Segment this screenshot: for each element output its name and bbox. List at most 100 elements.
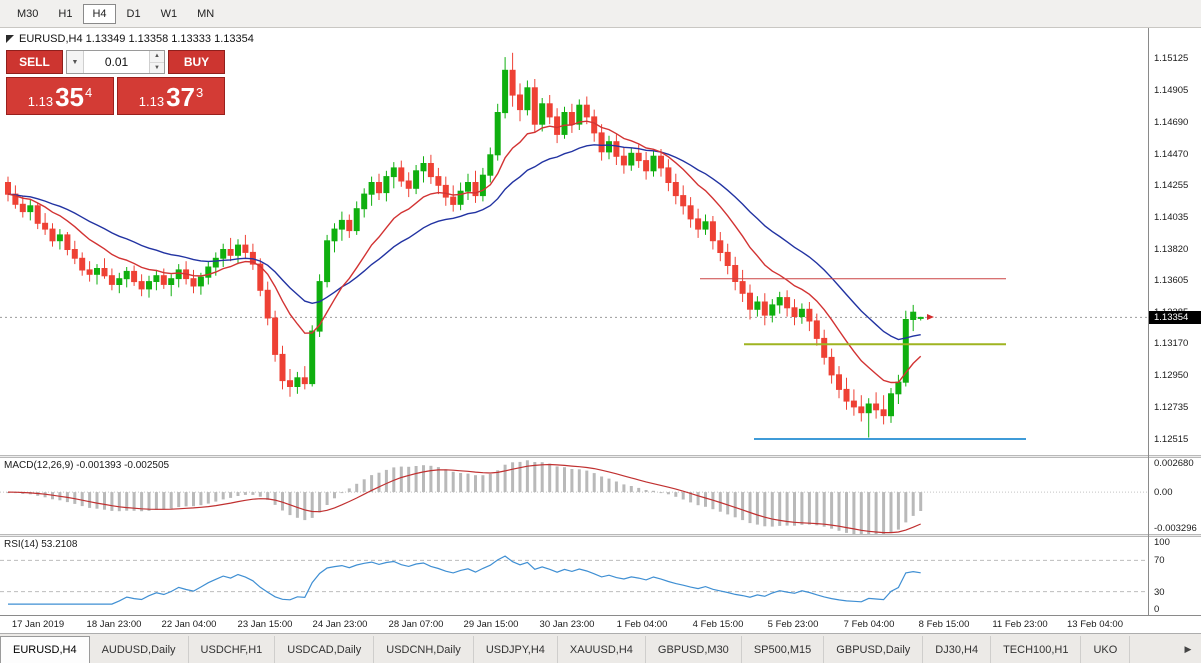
time-axis-label: 23 Jan 15:00 (237, 619, 293, 630)
time-axis[interactable]: 17 Jan 2019 18 Jan 23:00 22 Jan 04:00 23 Ja… (0, 615, 1201, 633)
timeframe-button-mn[interactable]: MN (197, 7, 215, 20)
chart-tab-uko[interactable]: UKO (1081, 636, 1131, 663)
chart-tab-usdcad-daily[interactable]: USDCAD,Daily (275, 636, 375, 663)
chart-tab-gbpusd-daily[interactable]: GBPUSD,Daily (824, 636, 924, 663)
chart-title: EURUSD,H4 1.13349 1.13358 1.13333 1.1335… (6, 33, 254, 45)
rsi-axis-label: 70 (1154, 555, 1165, 566)
rsi-canvas[interactable] (0, 537, 1148, 615)
buy-price-button[interactable]: 1.13 37 3 (117, 77, 225, 115)
trade-controls-row: SELL ▼ 0.01 ▲ ▼ BUY (6, 50, 225, 74)
chart-title-text: EURUSD,H4 1.13349 1.13358 1.13333 1.1335… (19, 33, 254, 45)
timeframe-button-h4[interactable]: H4 (83, 3, 116, 24)
timeframe-button-h1[interactable]: H1 (58, 7, 73, 20)
macd-axis-label: -0.003296 (1154, 523, 1197, 534)
last-price-arrow-icon (927, 314, 934, 320)
price-axis-label: 1.14035 (1154, 212, 1189, 223)
price-axis-label: 1.12515 (1154, 434, 1189, 445)
price-axis-label: 1.13605 (1154, 275, 1189, 286)
price-axis-label: 1.13820 (1154, 244, 1189, 255)
buy-button[interactable]: BUY (168, 50, 225, 74)
timeframe-toolbar: M30 H1 H4 D1 W1 MN (0, 0, 1201, 28)
arrow-right-icon: ▶ (1184, 644, 1192, 654)
main-chart-canvas[interactable] (0, 28, 1148, 455)
rsi-axis-label: 30 (1154, 587, 1165, 598)
chart-window: EURUSD,H4 1.13349 1.13358 1.13333 1.1335… (0, 28, 1201, 633)
timeframe-button-m30[interactable]: M30 (17, 7, 39, 20)
volume-control: ▼ 0.01 ▲ ▼ (66, 50, 165, 74)
volume-spinner: ▲ ▼ (149, 51, 164, 73)
time-axis-label: 18 Jan 23:00 (86, 619, 142, 630)
timeframe-button-w1[interactable]: W1 (160, 7, 178, 20)
chart-tab-eurusd-h4[interactable]: EURUSD,H4 (0, 636, 90, 663)
price-axis-label: 1.14255 (1154, 180, 1189, 191)
buy-price-pips: 37 (166, 82, 195, 112)
macd-axis[interactable]: 0.002680 0.00 -0.003296 (1149, 458, 1201, 534)
current-price-badge: 1.13354 (1149, 311, 1201, 324)
axis-separator (1148, 28, 1149, 615)
time-axis-label: 22 Jan 04:00 (161, 619, 217, 630)
price-axis-label: 1.15125 (1154, 53, 1189, 64)
rsi-axis-label: 0 (1154, 604, 1160, 615)
volume-decrease-button[interactable]: ▼ (154, 64, 160, 71)
volume-increase-button[interactable]: ▲ (150, 51, 164, 63)
time-axis-label: 4 Feb 15:00 (692, 619, 744, 630)
price-axis-label: 1.14905 (1154, 85, 1189, 96)
rsi-axis[interactable]: 100 70 30 0 (1149, 537, 1201, 615)
timeframe-button-d1[interactable]: D1 (126, 7, 141, 20)
time-axis-label: 7 Feb 04:00 (843, 619, 895, 630)
sell-price-pips: 35 (55, 82, 84, 112)
price-axis-label: 1.13170 (1154, 338, 1189, 349)
price-axis-label: 1.12735 (1154, 402, 1189, 413)
panel-splitter[interactable] (0, 455, 1201, 458)
ma-slow-line (7, 144, 921, 341)
chart-tab-tech100-h1[interactable]: TECH100,H1 (991, 636, 1082, 663)
time-axis-label: 1 Feb 04:00 (616, 619, 668, 630)
volume-dropdown-button[interactable]: ▼ (67, 51, 84, 73)
time-axis-label: 29 Jan 15:00 (463, 619, 519, 630)
sell-button[interactable]: SELL (6, 50, 63, 74)
chart-tab-audusd-daily[interactable]: AUDUSD,Daily (90, 636, 189, 663)
time-axis-label: 11 Feb 23:00 (992, 619, 1048, 630)
time-axis-label: 28 Jan 07:00 (388, 619, 444, 630)
macd-signal-line (7, 463, 921, 534)
chart-tab-dj30-h4[interactable]: DJ30,H4 (923, 636, 992, 663)
macd-panel[interactable]: MACD(12,26,9) -0.001393 -0.002505 (0, 458, 1148, 534)
chart-tab-bar: EURUSD,H4 AUDUSD,Daily USDCHF,H1 USDCAD,Dai… (0, 633, 1201, 663)
volume-input[interactable]: 0.01 (104, 55, 129, 69)
rsi-panel[interactable]: RSI(14) 53.2108 (0, 537, 1148, 615)
rsi-label: RSI(14) 53.2108 (4, 539, 78, 550)
time-axis-label: 13 Feb 04:00 (1067, 619, 1123, 630)
macd-label: MACD(12,26,9) -0.001393 -0.002505 (4, 460, 170, 471)
price-axis-label: 1.14470 (1154, 149, 1189, 160)
time-axis-label: 8 Feb 15:00 (918, 619, 970, 630)
macd-canvas[interactable] (0, 458, 1148, 534)
sell-price-int: 1.13 (27, 94, 54, 109)
time-axis-label: 24 Jan 23:00 (312, 619, 368, 630)
chart-tab-gbpusd-m30[interactable]: GBPUSD,M30 (646, 636, 742, 663)
tab-scroll-right-button[interactable]: ▶ (1175, 636, 1201, 663)
caret-down-icon: ▼ (71, 58, 79, 66)
one-click-trade-panel: SELL ▼ 0.01 ▲ ▼ BUY 1 (6, 50, 225, 115)
buy-price-int: 1.13 (138, 94, 165, 109)
rsi-axis-label: 100 (1154, 537, 1170, 548)
chart-tab-usdjpy-h4[interactable]: USDJPY,H4 (474, 636, 558, 663)
trade-prices-row: 1.13 35 4 1.13 37 3 (6, 77, 225, 115)
macd-axis-label: 0.00 (1154, 487, 1173, 498)
chart-tab-usdcnh-daily[interactable]: USDCNH,Daily (374, 636, 474, 663)
price-axis-label: 1.12950 (1154, 370, 1189, 381)
price-axis[interactable]: 1.13354 1.15125 1.14905 1.14690 1.14470 1.14… (1149, 28, 1201, 455)
main-chart-area[interactable]: EURUSD,H4 1.13349 1.13358 1.13333 1.1335… (0, 28, 1148, 455)
chart-tab-xauusd-h4[interactable]: XAUUSD,H4 (558, 636, 646, 663)
chart-tab-usdchf-h1[interactable]: USDCHF,H1 (189, 636, 276, 663)
ma-fast-line (7, 120, 922, 384)
sell-price-frac: 4 (85, 85, 93, 100)
time-axis-label: 5 Feb 23:00 (767, 619, 819, 630)
panel-splitter[interactable] (0, 534, 1201, 537)
time-axis-label: 17 Jan 2019 (11, 619, 65, 630)
macd-axis-label: 0.002680 (1154, 458, 1194, 469)
sell-price-button[interactable]: 1.13 35 4 (6, 77, 114, 115)
chart-tab-sp500-m15[interactable]: SP500,M15 (742, 636, 825, 663)
time-axis-label: 30 Jan 23:00 (539, 619, 595, 630)
chart-tabs-strip: EURUSD,H4 AUDUSD,Daily USDCHF,H1 USDCAD,Dai… (0, 636, 1175, 663)
candles-layer (5, 52, 924, 438)
